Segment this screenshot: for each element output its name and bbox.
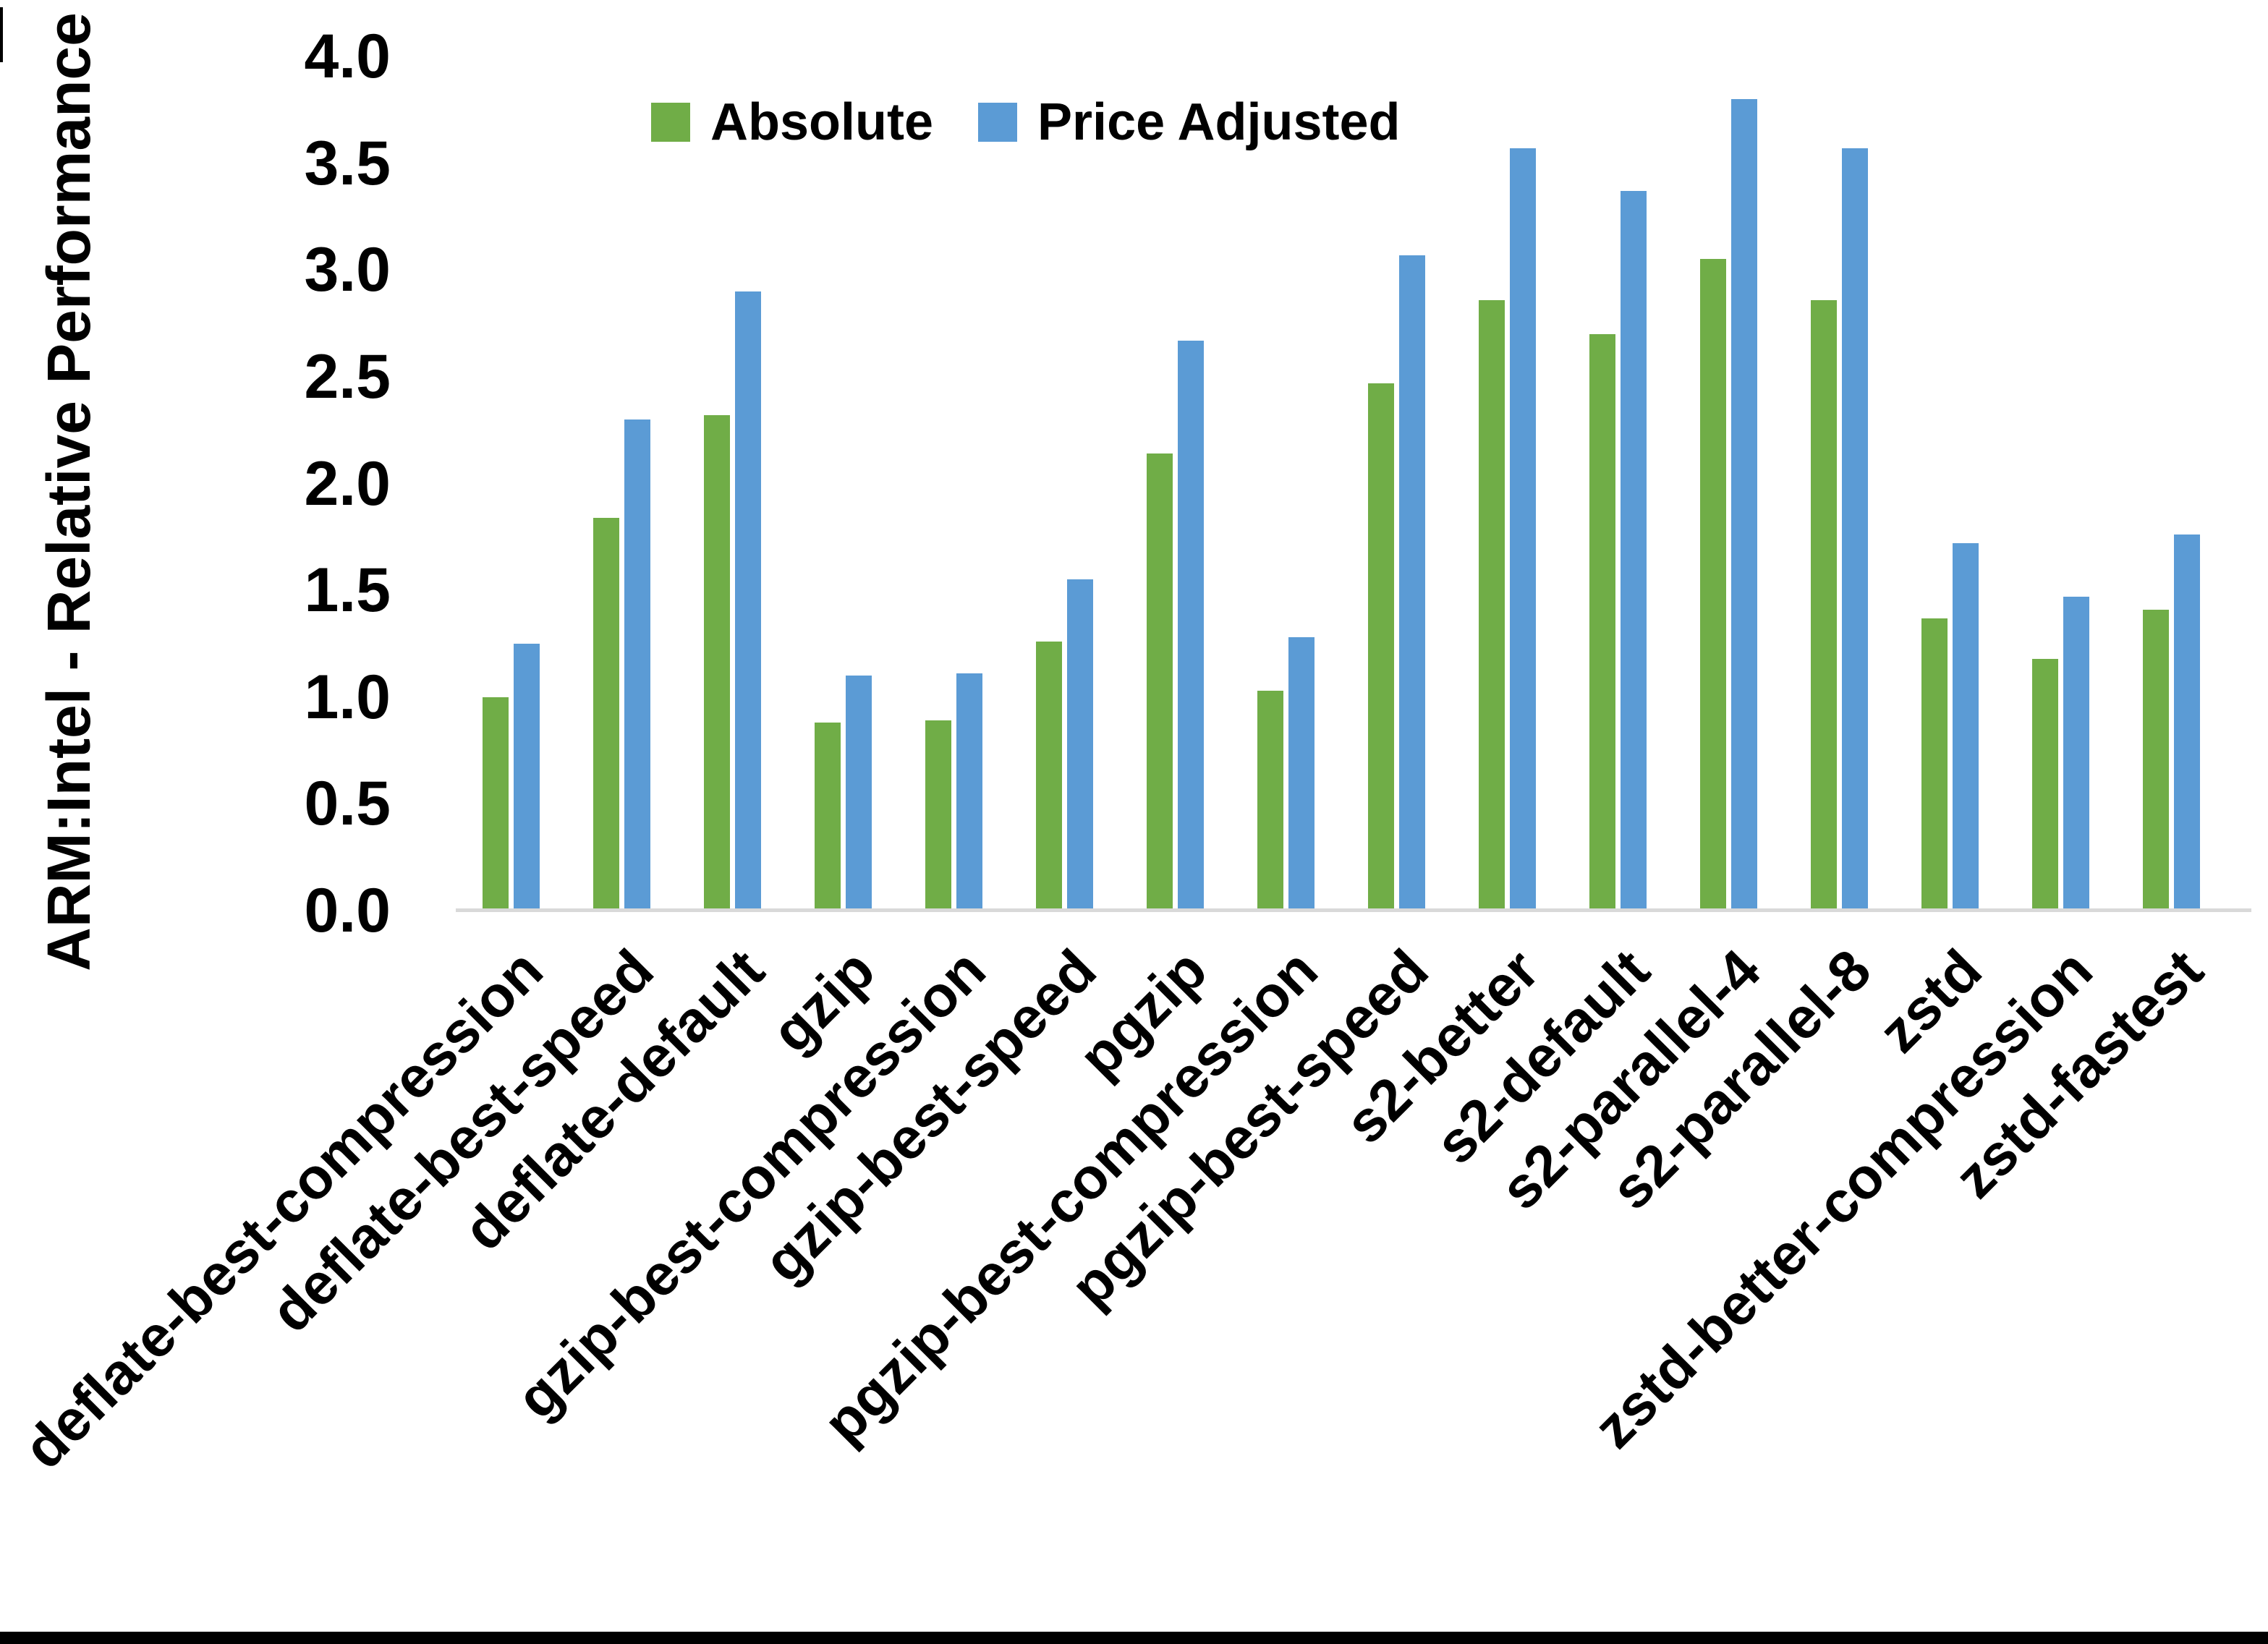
bar-price-adjusted-deflate-default: [734, 291, 761, 911]
legend-swatch-icon: [651, 103, 690, 142]
bar-price-adjusted-gzip: [845, 676, 872, 911]
bar-absolute-gzip-best-compression: [925, 720, 951, 911]
bar-absolute-pgzip: [1146, 453, 1173, 911]
legend-item-absolute: Absolute: [651, 93, 933, 152]
y-tick-label: 4.0: [304, 22, 391, 91]
bar-price-adjusted-gzip-best-compression: [956, 673, 982, 911]
y-tick-label: 2.5: [304, 341, 391, 412]
bar-price-adjusted-pgzip-best-speed: [1398, 255, 1425, 911]
bar-absolute-zstd-better-compression: [2031, 658, 2058, 911]
bar-absolute-zstd-fastest: [2142, 609, 2169, 911]
bar-price-adjusted-s2-better: [1509, 148, 1536, 911]
legend-label: Absolute: [710, 93, 934, 151]
bar-absolute-s2-better: [1478, 299, 1505, 911]
y-tick-label: 0.0: [304, 876, 391, 945]
bar-absolute-s2-parallel-8: [1810, 299, 1837, 911]
bar-absolute-s2-default: [1589, 333, 1615, 911]
bar-absolute-deflate-best-speed: [593, 517, 619, 911]
y-axis-title: ARM:Intel - Relative Performance: [35, 12, 103, 971]
bar-price-adjusted-s2-parallel-4: [1730, 99, 1757, 911]
bar-absolute-deflate-best-compression: [482, 697, 509, 911]
legend-swatch-icon: [978, 103, 1018, 142]
legend: Absolute Price Adjusted: [651, 93, 1400, 152]
bar-price-adjusted-gzip-best-speed: [1066, 579, 1093, 911]
bar-absolute-deflate-default: [703, 415, 730, 911]
y-tick-label: 1.0: [304, 662, 391, 732]
bar-price-adjusted-zstd: [1952, 543, 1979, 911]
bar-absolute-gzip-best-speed: [1035, 641, 1062, 911]
y-tick-label: 0.5: [304, 769, 391, 839]
bar-price-adjusted-s2-parallel-8: [1841, 148, 1868, 911]
y-tick-label: 3.5: [304, 128, 391, 198]
bar-absolute-s2-parallel-4: [1699, 259, 1726, 911]
bar-absolute-pgzip-best-speed: [1367, 383, 1394, 911]
edge-artifact: [0, 7, 3, 62]
x-axis-line: [456, 908, 2251, 912]
y-tick-label: 3.0: [304, 235, 391, 305]
y-tick-label: 1.5: [304, 555, 391, 626]
bottom-border: [0, 1632, 2268, 1644]
bar-absolute-zstd: [1921, 618, 1948, 911]
bar-absolute-gzip: [814, 723, 841, 911]
bar-price-adjusted-deflate-best-speed: [624, 419, 650, 911]
bar-price-adjusted-deflate-best-compression: [513, 643, 540, 911]
bar-price-adjusted-zstd-better-compression: [2063, 596, 2089, 911]
bar-price-adjusted-pgzip-best-compression: [1288, 637, 1314, 911]
legend-label: Price Adjusted: [1037, 93, 1401, 151]
bar-price-adjusted-pgzip: [1177, 340, 1204, 911]
y-tick-label: 2.0: [304, 448, 391, 519]
bar-absolute-pgzip-best-compression: [1257, 690, 1283, 911]
legend-item-price-adjusted: Price Adjusted: [978, 93, 1400, 152]
bar-price-adjusted-s2-default: [1620, 191, 1647, 911]
bar-price-adjusted-zstd-fastest: [2173, 534, 2200, 911]
